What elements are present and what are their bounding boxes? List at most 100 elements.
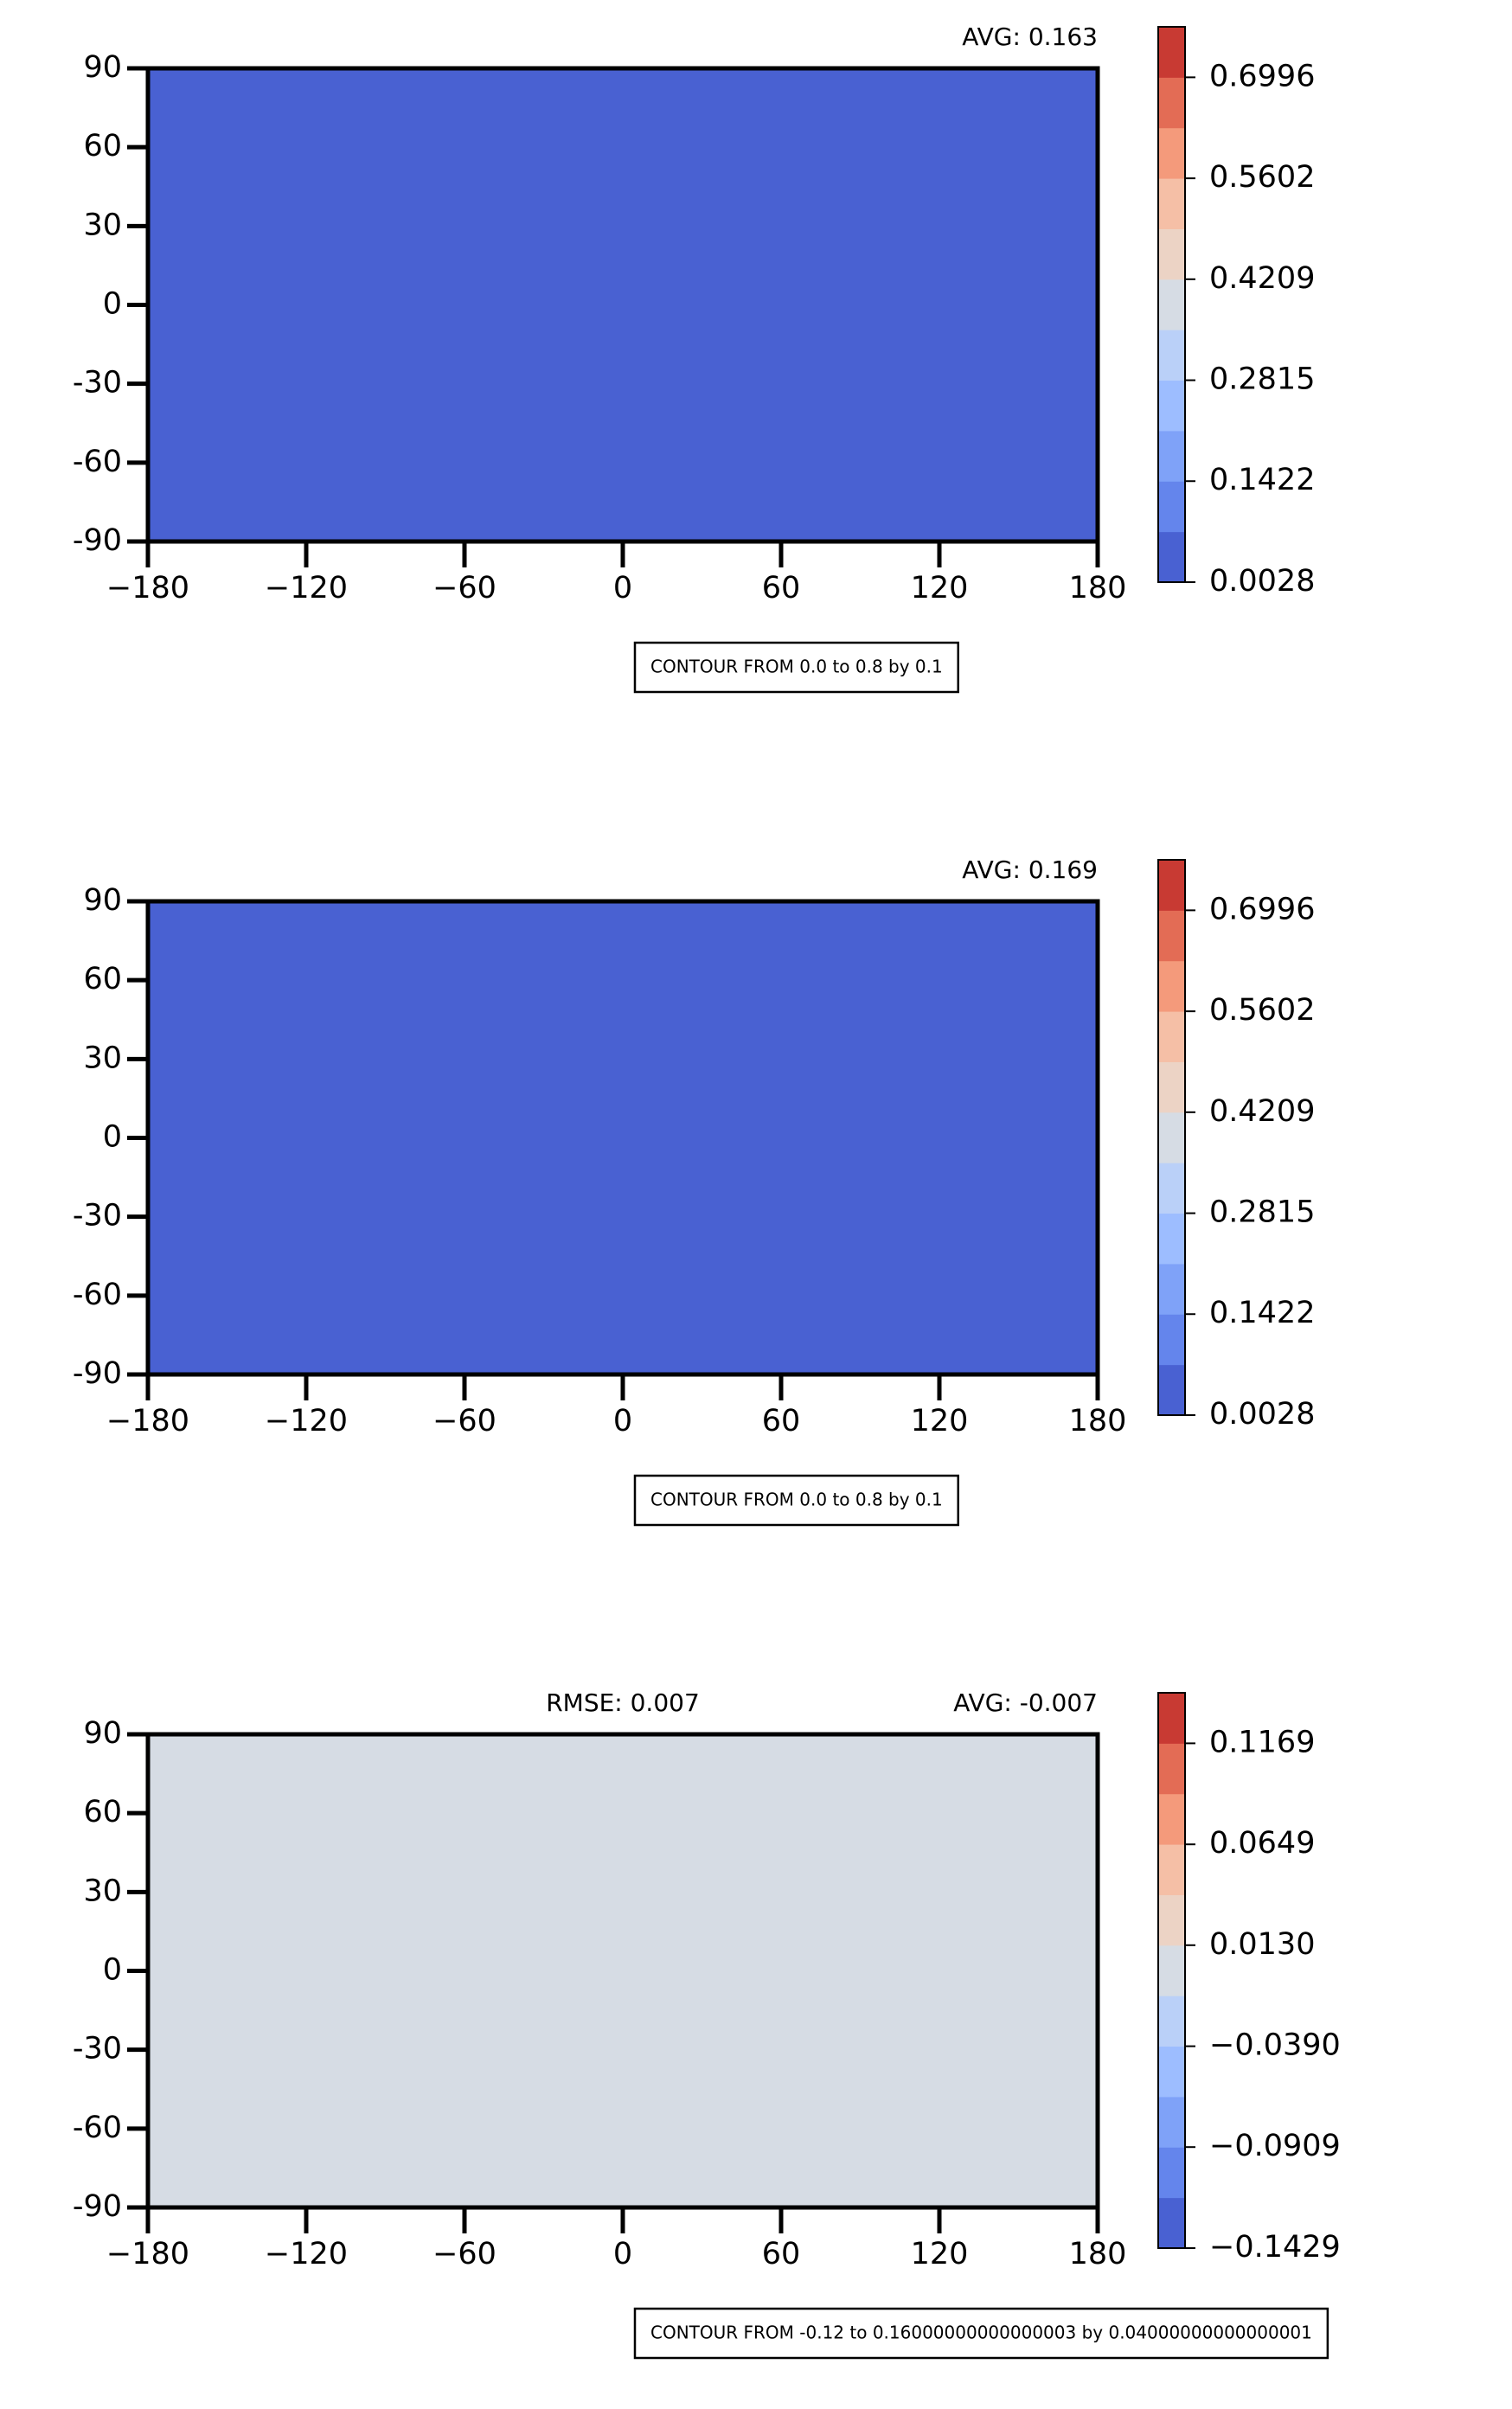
colorbar-tick-label: 0.0649 bbox=[1209, 1826, 1315, 1861]
colorbar-band bbox=[1158, 1743, 1185, 1795]
avg-label: AVG: 0.169 bbox=[962, 855, 1098, 884]
colorbar-tick-label: −0.0909 bbox=[1209, 2129, 1341, 2163]
colorbar-band bbox=[1158, 1061, 1185, 1113]
colorbar-band bbox=[1158, 330, 1185, 381]
colorbar-frame bbox=[1157, 1692, 1186, 2249]
colorbar-tick-label: 0.5602 bbox=[1209, 160, 1315, 195]
colorbar-band bbox=[1158, 481, 1185, 533]
x-tick-label: −120 bbox=[265, 1404, 348, 1438]
colorbar-band bbox=[1158, 1263, 1185, 1315]
y-tick-label: -60 bbox=[73, 2111, 122, 2145]
colorbar-band bbox=[1158, 910, 1185, 962]
x-tick-label: 60 bbox=[762, 2237, 801, 2271]
x-tick-label: 180 bbox=[1069, 1404, 1127, 1438]
colorbar-band bbox=[1158, 1011, 1185, 1062]
colorbar-band bbox=[1158, 2197, 1185, 2249]
colorbar-band bbox=[1158, 1944, 1185, 1996]
colorbar-band bbox=[1158, 77, 1185, 129]
y-tick-label: 60 bbox=[83, 962, 122, 996]
colorbar-tick-label: 0.6996 bbox=[1209, 892, 1315, 926]
colorbar-tick-label: 0.0028 bbox=[1209, 564, 1315, 599]
contour-note-box bbox=[633, 2307, 1329, 2360]
colorbar-tick-label: −0.0390 bbox=[1209, 2028, 1341, 2063]
colorbar-band bbox=[1158, 1894, 1185, 1946]
colorbar-band bbox=[1158, 380, 1185, 432]
x-tick-label: 0 bbox=[613, 2237, 632, 2271]
colorbar-band bbox=[1158, 531, 1185, 583]
colorbar-tick-label: 0.4209 bbox=[1209, 1094, 1315, 1129]
colorbar-tick-label: 0.5602 bbox=[1209, 993, 1315, 1028]
colorbar-band bbox=[1158, 860, 1185, 911]
contour-note: CONTOUR FROM 0.0 to 0.8 by 0.1 bbox=[650, 657, 943, 677]
y-tick-label: 0 bbox=[103, 1120, 122, 1155]
y-tick-label: 90 bbox=[83, 1716, 122, 1751]
colorbar-band bbox=[1158, 2147, 1185, 2199]
y-tick-label: 90 bbox=[83, 50, 122, 85]
colorbar-band bbox=[1158, 1213, 1185, 1265]
colorbar-tick-label: 0.1169 bbox=[1209, 1725, 1315, 1759]
x-tick-label: 60 bbox=[762, 571, 801, 605]
x-tick-label: −180 bbox=[106, 2237, 189, 2271]
colorbar-band bbox=[1158, 127, 1185, 179]
map-field bbox=[148, 901, 1098, 1374]
colorbar-band bbox=[1158, 1996, 1185, 2047]
colorbar-band bbox=[1158, 178, 1185, 229]
y-tick-label: -60 bbox=[73, 445, 122, 479]
colorbar-band bbox=[1158, 1112, 1185, 1163]
x-tick-label: −120 bbox=[265, 571, 348, 605]
y-tick-label: -30 bbox=[73, 1199, 122, 1233]
colorbar-tick-label: 0.6996 bbox=[1209, 59, 1315, 93]
y-tick-label: -60 bbox=[73, 1278, 122, 1312]
y-tick-label: -30 bbox=[73, 366, 122, 400]
x-tick-label: −180 bbox=[106, 1404, 189, 1438]
x-tick-label: −60 bbox=[432, 571, 497, 605]
y-tick-label: 0 bbox=[103, 1953, 122, 1988]
x-tick-label: −60 bbox=[432, 2237, 497, 2271]
y-tick-label: 30 bbox=[83, 208, 122, 242]
colorbar-band bbox=[1158, 1314, 1185, 1366]
y-tick-label: 90 bbox=[83, 883, 122, 918]
avg-label: AVG: 0.163 bbox=[962, 22, 1098, 51]
y-tick-label: 0 bbox=[103, 287, 122, 322]
x-tick-label: 0 bbox=[613, 1404, 632, 1438]
y-tick-label: -90 bbox=[73, 2189, 122, 2224]
x-tick-label: 180 bbox=[1069, 2237, 1127, 2271]
colorbar-tick-label: 0.4209 bbox=[1209, 261, 1315, 296]
colorbar-tick-label: 0.0028 bbox=[1209, 1397, 1315, 1432]
colorbar-band bbox=[1158, 2046, 1185, 2098]
colorbar-tick-label: 0.2815 bbox=[1209, 1195, 1315, 1230]
x-tick-label: −60 bbox=[432, 1404, 497, 1438]
colorbar-band bbox=[1158, 2096, 1185, 2148]
rmse-label: RMSE: 0.007 bbox=[546, 1688, 700, 1717]
x-tick-label: 0 bbox=[613, 571, 632, 605]
colorbar-band bbox=[1158, 430, 1185, 482]
colorbar-band bbox=[1158, 228, 1185, 280]
avg-label: AVG: -0.007 bbox=[953, 1688, 1098, 1717]
colorbar-band bbox=[1158, 279, 1185, 330]
x-tick-label: 180 bbox=[1069, 571, 1127, 605]
colorbar-band bbox=[1158, 1364, 1185, 1416]
contour-note-box bbox=[633, 641, 959, 694]
y-tick-label: 30 bbox=[83, 1874, 122, 1908]
map-field bbox=[148, 1734, 1098, 2207]
colorbar-band bbox=[1158, 1163, 1185, 1214]
x-tick-label: 60 bbox=[762, 1404, 801, 1438]
y-tick-label: 30 bbox=[83, 1041, 122, 1075]
colorbar-band bbox=[1158, 1793, 1185, 1845]
y-tick-label: 60 bbox=[83, 129, 122, 163]
colorbar-tick-label: 0.1422 bbox=[1209, 463, 1315, 497]
contour-note-box bbox=[633, 1474, 959, 1527]
colorbar-band bbox=[1158, 1693, 1185, 1744]
map-field bbox=[148, 68, 1098, 541]
x-tick-label: 120 bbox=[911, 571, 969, 605]
colorbar-band bbox=[1158, 27, 1185, 78]
y-tick-label: -30 bbox=[73, 2032, 122, 2066]
x-tick-label: 120 bbox=[911, 1404, 969, 1438]
colorbar-frame bbox=[1157, 26, 1186, 583]
y-tick-label: 60 bbox=[83, 1795, 122, 1829]
y-tick-label: -90 bbox=[73, 523, 122, 558]
colorbar-frame bbox=[1157, 859, 1186, 1416]
colorbar-tick-label: −0.1429 bbox=[1209, 2230, 1341, 2265]
x-tick-label: −180 bbox=[106, 571, 189, 605]
